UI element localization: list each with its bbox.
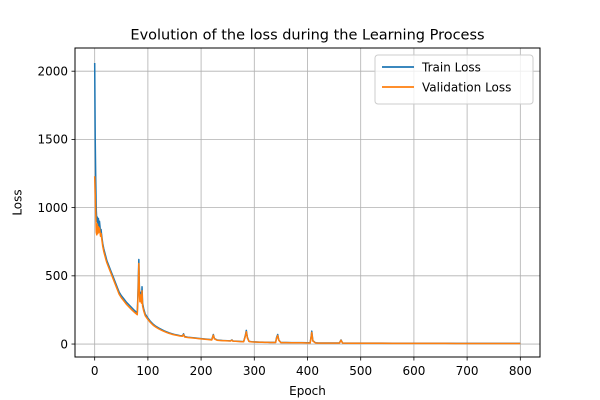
x-tick-label: 200	[190, 364, 213, 378]
x-tick-label: 100	[136, 364, 159, 378]
legend: Train Loss Validation Loss	[374, 54, 534, 105]
y-tick-label: 500	[45, 269, 68, 283]
y-tick-label: 1500	[37, 133, 68, 147]
x-axis-label: Epoch	[289, 384, 326, 398]
y-tick-label: 0	[60, 337, 68, 351]
y-tick-label: 2000	[37, 64, 68, 78]
x-tick-label: 500	[349, 364, 372, 378]
legend-label-validation-loss: Validation Loss	[422, 81, 511, 95]
series-lines	[93, 63, 521, 345]
legend-label-train-loss: Train Loss	[421, 61, 481, 75]
chart-title: Evolution of the loss during the Learnin…	[130, 28, 484, 44]
x-tick-label: 600	[402, 364, 425, 378]
y-axis-label: Loss	[11, 189, 25, 215]
y-tick-label: 1000	[37, 201, 68, 215]
axis-ticks: 0 100 200 300 400 500 600 700 800 0 500 1000 1500 200…	[37, 64, 531, 378]
series-line-validation-loss	[93, 176, 521, 345]
x-tick-label: 800	[509, 364, 532, 378]
x-tick-label: 700	[456, 364, 479, 378]
x-tick-label: 300	[243, 364, 266, 378]
x-tick-label: 0	[91, 364, 99, 378]
x-tick-label: 400	[296, 364, 319, 378]
legend-box	[374, 54, 534, 105]
